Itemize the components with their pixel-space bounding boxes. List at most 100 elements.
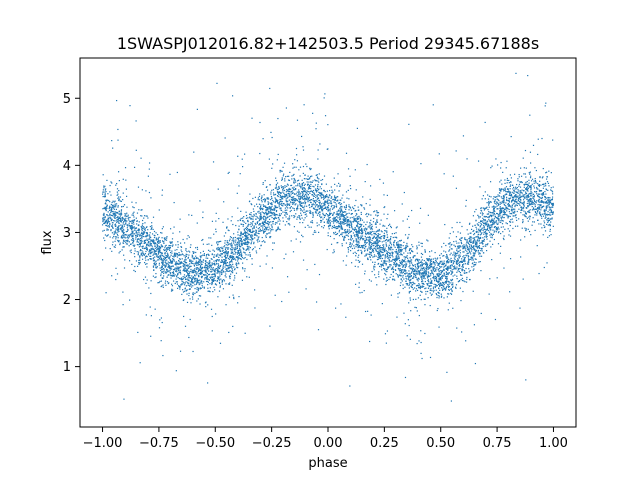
data-point bbox=[465, 243, 467, 245]
data-point bbox=[159, 251, 162, 253]
data-point bbox=[481, 232, 483, 234]
data-point bbox=[229, 275, 231, 278]
data-point bbox=[278, 187, 280, 190]
data-point bbox=[179, 261, 181, 263]
data-point bbox=[196, 288, 198, 290]
data-point bbox=[257, 211, 259, 213]
data-point bbox=[214, 270, 216, 272]
data-point bbox=[369, 185, 372, 187]
data-point bbox=[242, 233, 244, 235]
data-point bbox=[290, 209, 292, 212]
data-point bbox=[355, 246, 357, 248]
data-point bbox=[236, 241, 239, 244]
data-point bbox=[383, 235, 385, 237]
data-point bbox=[551, 190, 553, 192]
data-point bbox=[373, 247, 375, 249]
data-point bbox=[386, 234, 388, 236]
data-point bbox=[114, 203, 116, 205]
data-point bbox=[520, 208, 523, 210]
data-point bbox=[190, 284, 192, 286]
data-point bbox=[344, 220, 346, 222]
data-point bbox=[502, 198, 504, 200]
data-point bbox=[143, 217, 145, 219]
data-point bbox=[549, 224, 551, 226]
data-point bbox=[241, 243, 243, 245]
data-point bbox=[363, 229, 365, 231]
data-point bbox=[266, 186, 268, 188]
data-point bbox=[272, 214, 274, 216]
data-point bbox=[551, 196, 554, 198]
data-point bbox=[113, 213, 115, 216]
data-point bbox=[500, 209, 502, 212]
data-point bbox=[371, 244, 373, 246]
data-point bbox=[289, 201, 292, 203]
data-point bbox=[398, 248, 400, 250]
data-point bbox=[158, 245, 161, 248]
data-point bbox=[317, 205, 319, 207]
data-point bbox=[363, 250, 366, 252]
data-point bbox=[120, 227, 122, 229]
data-point bbox=[401, 203, 403, 205]
data-point bbox=[302, 202, 305, 204]
data-point bbox=[282, 205, 284, 207]
data-point bbox=[524, 173, 527, 175]
data-point bbox=[494, 202, 496, 205]
data-point bbox=[138, 228, 140, 230]
data-point bbox=[340, 218, 342, 220]
data-point bbox=[382, 265, 385, 267]
data-point bbox=[225, 276, 227, 278]
data-point bbox=[251, 203, 253, 206]
data-point bbox=[547, 217, 549, 220]
data-point bbox=[448, 249, 451, 251]
data-point bbox=[366, 253, 368, 255]
data-point bbox=[331, 227, 333, 229]
data-point bbox=[199, 252, 202, 254]
data-point bbox=[429, 292, 431, 294]
data-point bbox=[224, 242, 226, 244]
data-point bbox=[383, 237, 385, 240]
data-point bbox=[453, 244, 455, 246]
data-point bbox=[542, 215, 545, 217]
data-point bbox=[389, 252, 391, 254]
data-point bbox=[358, 242, 360, 244]
data-point bbox=[448, 283, 450, 285]
data-point bbox=[222, 271, 225, 273]
data-point bbox=[438, 275, 440, 277]
data-point bbox=[404, 248, 407, 250]
data-point bbox=[512, 198, 514, 200]
data-point bbox=[461, 268, 463, 270]
data-point bbox=[542, 183, 544, 186]
data-point bbox=[240, 237, 242, 239]
data-point bbox=[298, 215, 300, 217]
data-point bbox=[258, 230, 260, 232]
data-point bbox=[184, 257, 186, 259]
data-point bbox=[158, 259, 160, 261]
data-point bbox=[443, 273, 445, 275]
data-point bbox=[153, 236, 156, 239]
data-point bbox=[276, 222, 278, 224]
data-point bbox=[162, 226, 164, 228]
data-point bbox=[123, 398, 125, 400]
data-point bbox=[329, 210, 331, 212]
data-point bbox=[253, 241, 255, 243]
data-point bbox=[290, 199, 292, 201]
data-point bbox=[473, 248, 476, 250]
data-point bbox=[146, 235, 149, 237]
data-point bbox=[259, 217, 261, 219]
data-point bbox=[480, 270, 482, 272]
data-point bbox=[254, 196, 257, 198]
data-point bbox=[146, 215, 148, 217]
data-point bbox=[400, 244, 402, 246]
data-point bbox=[134, 227, 136, 229]
data-point bbox=[192, 293, 194, 295]
data-point bbox=[446, 267, 448, 269]
data-point bbox=[186, 269, 188, 271]
data-point bbox=[270, 215, 272, 217]
data-point bbox=[482, 221, 484, 224]
data-point bbox=[497, 232, 500, 234]
data-point bbox=[342, 232, 344, 234]
data-point bbox=[368, 253, 371, 255]
data-point bbox=[317, 194, 320, 196]
data-point bbox=[186, 268, 188, 270]
data-point bbox=[401, 248, 403, 251]
